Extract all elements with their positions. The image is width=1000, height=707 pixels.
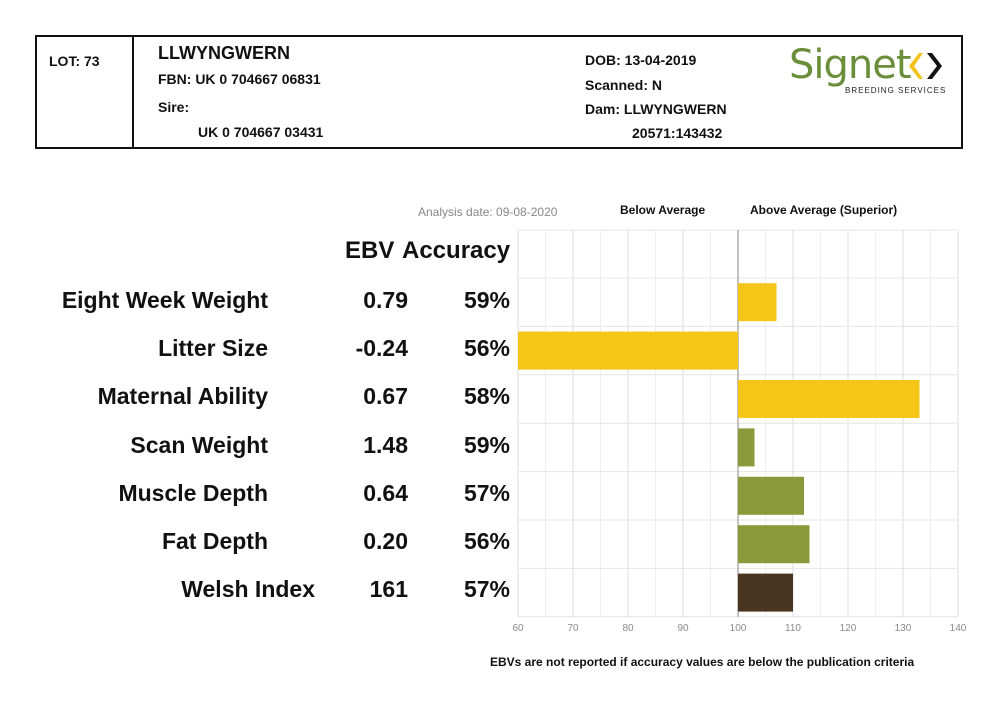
trait-name: Litter Size xyxy=(158,335,268,361)
x-tick-label: 90 xyxy=(677,623,689,634)
sire-label: Sire: xyxy=(158,99,190,115)
x-tick-label: 80 xyxy=(622,623,634,634)
trait-ebv: 1.48 xyxy=(363,432,408,458)
bar-eight-week-weight xyxy=(738,283,777,322)
bar-maternal-ability xyxy=(738,380,920,418)
trait-name: Eight Week Weight xyxy=(61,287,268,313)
trait-ebv: 161 xyxy=(369,576,408,602)
trait-name: Fat Depth xyxy=(161,528,268,554)
trait-name: Welsh Index xyxy=(181,576,315,602)
x-tick-label: 100 xyxy=(730,623,747,634)
accuracy-column-header: Accuracy xyxy=(402,237,511,264)
bar-litter-size xyxy=(518,331,738,370)
signet-logo: Signet BREEDING SERVICES xyxy=(789,43,954,103)
scanned-status: Scanned: N xyxy=(585,77,663,93)
dam-name: Dam: LLWYNGWERN xyxy=(585,101,727,117)
animal-header: LOT: 73 LLWYNGWERN FBN: UK 0 704667 0683… xyxy=(35,35,963,149)
trait-accuracy: 57% xyxy=(463,576,510,602)
below-average-label: Below Average xyxy=(620,203,706,217)
trait-name: Maternal Ability xyxy=(97,383,268,409)
x-tick-label: 70 xyxy=(567,623,579,634)
trait-accuracy: 58% xyxy=(463,383,510,409)
bar-welsh-index xyxy=(738,573,793,612)
trait-ebv: 0.79 xyxy=(363,287,408,313)
trait-name: Scan Weight xyxy=(130,432,268,458)
lot-number: LOT: 73 xyxy=(49,53,100,69)
above-average-label: Above Average (Superior) xyxy=(750,203,898,217)
trait-accuracy: 59% xyxy=(463,287,510,313)
ebv-column-header: EBV xyxy=(345,237,395,264)
trait-ebv: 0.64 xyxy=(363,480,408,506)
x-tick-label: 110 xyxy=(785,623,801,634)
chevrons-icon xyxy=(909,53,942,79)
x-tick-label: 130 xyxy=(895,623,912,634)
bar-fat-depth xyxy=(738,525,810,564)
logo-wordmark: Signet xyxy=(789,42,912,88)
animal-name: LLWYNGWERN xyxy=(158,43,290,63)
sire-id: UK 0 704667 03431 xyxy=(198,124,324,140)
dam-id: 20571:143432 xyxy=(632,125,723,141)
trait-ebv: -0.24 xyxy=(355,335,408,361)
logo-subtitle: BREEDING SERVICES xyxy=(845,86,947,95)
date-of-birth: DOB: 13-04-2019 xyxy=(585,52,697,68)
analysis-date: Analysis date: 09-08-2020 xyxy=(418,205,558,219)
fbn-id: FBN: UK 0 704667 06831 xyxy=(158,71,321,87)
trait-name: Muscle Depth xyxy=(118,480,268,506)
bar-scan-weight xyxy=(738,428,755,467)
trait-accuracy: 59% xyxy=(463,432,510,458)
lot-cell: LOT: 73 xyxy=(37,37,134,147)
trait-accuracy: 56% xyxy=(463,335,510,361)
trait-accuracy: 56% xyxy=(463,528,510,554)
bar-muscle-depth xyxy=(738,476,804,515)
x-tick-label: 120 xyxy=(840,623,857,634)
x-tick-label: 140 xyxy=(950,623,967,634)
trait-accuracy: 57% xyxy=(463,480,510,506)
x-tick-label: 60 xyxy=(512,623,524,634)
footnote: EBVs are not reported if accuracy values… xyxy=(490,655,915,669)
trait-ebv: 0.67 xyxy=(363,383,408,409)
trait-ebv: 0.20 xyxy=(363,528,408,554)
